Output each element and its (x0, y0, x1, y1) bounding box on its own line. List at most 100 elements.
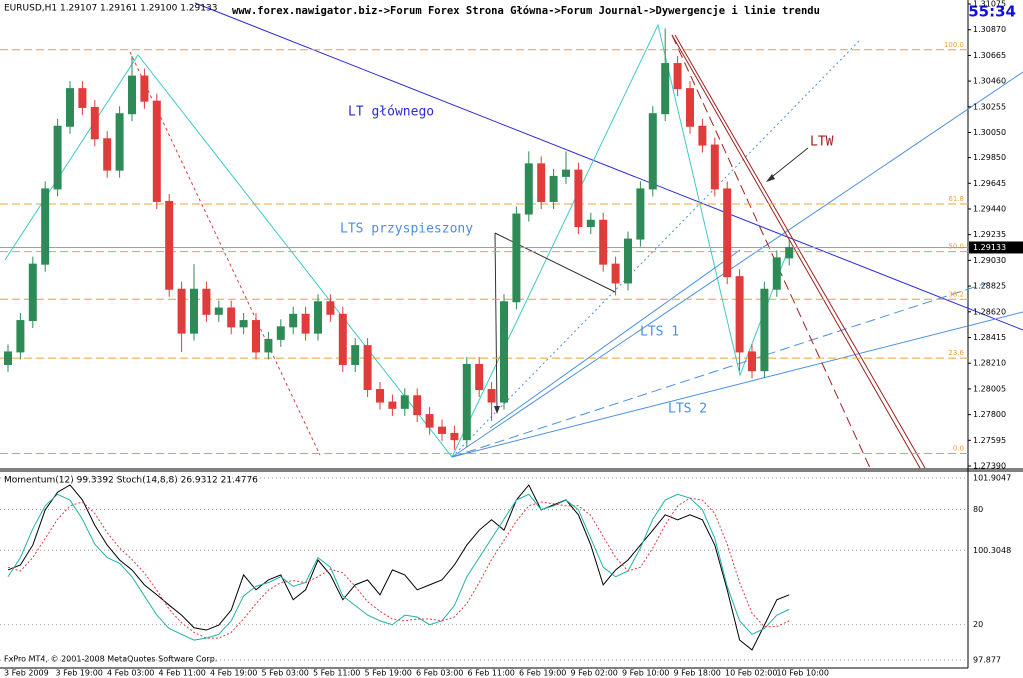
candle-body (611, 263, 620, 284)
candle-body (648, 113, 657, 190)
candle-body (500, 301, 508, 403)
y-tick-label: 97.877 (973, 656, 1001, 665)
y-tick-label: 1.29440 (973, 204, 1006, 213)
last-price-box (969, 241, 1023, 254)
last-price-label: 1.29133 (973, 243, 1006, 252)
candle-body (16, 320, 25, 353)
candle-body (438, 426, 446, 434)
annotation: LTS 1 (640, 325, 679, 340)
time-label: 6 Feb 11:00 (468, 669, 515, 678)
time-label: 9 Feb 18:00 (674, 669, 721, 678)
arrow-head (766, 174, 775, 182)
footer: FxPro MT4, © 2001-2008 MetaQuotes Softwa… (4, 655, 217, 664)
candle-body (239, 320, 248, 328)
trend-line (489, 249, 741, 429)
breadcrumb: www.forex.nawigator.biz->Forum Forex Str… (232, 5, 820, 17)
candle-body (190, 288, 198, 334)
candle-body (760, 288, 769, 372)
time-label: 10 Feb 10:00 (777, 669, 829, 678)
time-label: 3 Feb 19:00 (56, 669, 103, 678)
y-tick-label: 1.29850 (973, 153, 1006, 162)
candle-body (90, 106, 99, 140)
candle-body (202, 288, 211, 315)
candle-body (252, 320, 260, 353)
candle-body (450, 432, 459, 441)
candle-body (326, 301, 335, 315)
candle-body (227, 307, 236, 328)
y-tick-label: 1.27800 (973, 410, 1006, 419)
y-tick-label: 1.30255 (973, 102, 1006, 111)
y-tick-label: 1.27595 (973, 436, 1006, 445)
fib-label: 50.0 (948, 243, 964, 251)
candle-body (338, 313, 347, 365)
candle-body (524, 163, 533, 215)
time-label: 4 Feb 19:00 (210, 669, 257, 678)
candle-body (562, 169, 570, 177)
candle-body (376, 389, 384, 403)
fib-label: 0.0 (953, 444, 964, 452)
candle-body (78, 88, 87, 108)
candle-body (487, 389, 496, 403)
candle-body (413, 395, 422, 416)
candle-body (314, 301, 322, 334)
fib-label: 38.2 (948, 290, 964, 298)
candle-body (574, 169, 583, 228)
timer: 55:34 (968, 3, 1016, 21)
arrow-head (494, 406, 500, 414)
trend-line (451, 39, 861, 458)
candle-body (103, 138, 112, 171)
time-label: 3 Feb 2009 (4, 669, 49, 678)
indicator-line (7, 497, 790, 639)
candle-body (475, 363, 484, 391)
candle-body (177, 288, 186, 334)
fib-label: 23.6 (948, 349, 964, 357)
time-label: 4 Feb 11:00 (159, 669, 206, 678)
candle-body (351, 345, 360, 365)
candle-body (772, 257, 781, 290)
candle-body (388, 401, 397, 409)
y-tick-label: 101.9047 (973, 474, 1011, 483)
candle-body (425, 414, 434, 428)
annotation: LT głównego (348, 105, 434, 120)
y-tick-label: 1.30050 (973, 128, 1006, 137)
candle-body (140, 75, 149, 102)
candle-body (462, 363, 471, 441)
time-label: 5 Feb 03:00 (262, 669, 309, 678)
y2-tick-label: 20 (973, 620, 983, 629)
arrow-line (494, 232, 498, 413)
candle-body (41, 188, 50, 265)
candle-body (673, 63, 682, 90)
candle-body (276, 326, 285, 340)
time-label: 5 Feb 11:00 (313, 669, 360, 678)
indicator-title: Momentum(12) 99.3392 Stoch(14,8,8) 26.93… (4, 476, 258, 486)
candle-body (400, 395, 409, 409)
candle-body (723, 188, 732, 278)
time-label: 4 Feb 03:00 (107, 669, 154, 678)
indicator-line (7, 484, 790, 651)
fib-label: 100.0 (944, 41, 964, 49)
trend-line (451, 311, 1023, 458)
trend-line (451, 281, 991, 458)
candle-body (710, 144, 719, 190)
y-tick-label: 1.28620 (973, 307, 1006, 316)
candle-body (624, 238, 632, 284)
y-tick-label: 1.29235 (973, 230, 1006, 239)
y-tick-label: 1.28005 (973, 384, 1006, 393)
y-tick-label: 100.3048 (973, 546, 1011, 555)
candle-body (363, 345, 372, 391)
y-tick-label: 1.30665 (973, 51, 1006, 60)
trend-line (451, 71, 1023, 458)
candle-body (686, 88, 694, 127)
trend-line (674, 34, 926, 469)
candle-body (586, 219, 595, 228)
candle-body (264, 338, 273, 353)
arrow-line (767, 147, 809, 181)
candle-body (537, 163, 546, 202)
candle-body (152, 100, 161, 202)
y-tick-label: 1.30460 (973, 77, 1006, 86)
candle-body (636, 188, 645, 240)
time-label: 5 Feb 19:00 (365, 669, 412, 678)
